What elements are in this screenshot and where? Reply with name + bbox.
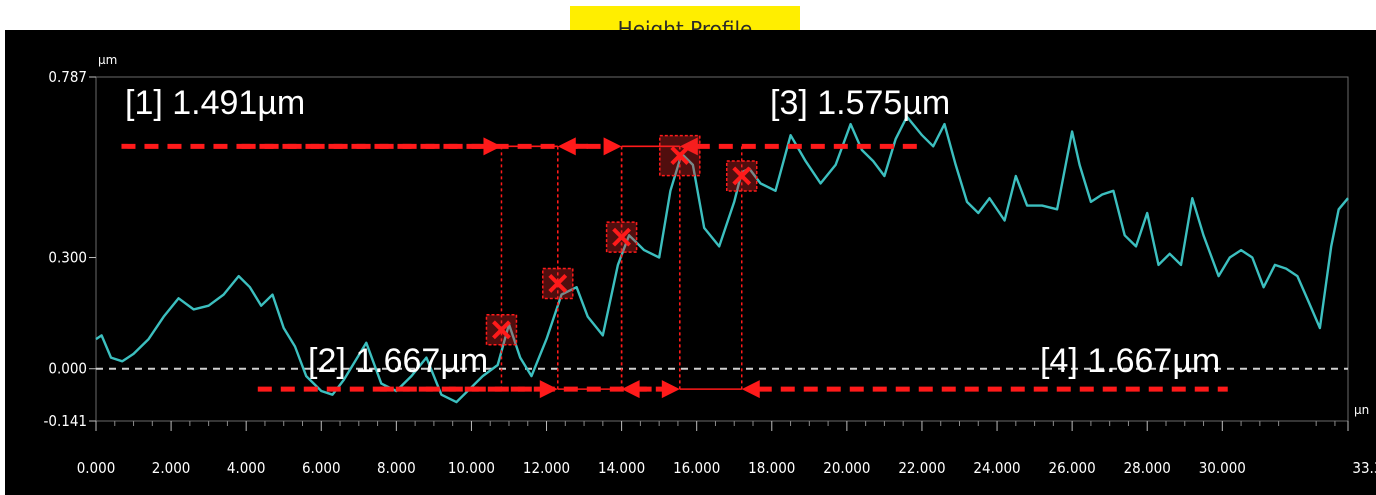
x-tick-label: 16.000 bbox=[673, 459, 720, 477]
x-tick-label: 18.000 bbox=[748, 459, 795, 477]
measurement-label: [3] 1.575µm bbox=[770, 84, 950, 122]
x-tick-label: 24.000 bbox=[973, 459, 1020, 477]
measurement-marker-cross bbox=[612, 227, 632, 247]
x-tick-label: 22.000 bbox=[898, 459, 945, 477]
dimension-arrow-left bbox=[483, 137, 502, 156]
dimension-arrow-left bbox=[661, 380, 680, 399]
x-tick-label: 14.000 bbox=[598, 459, 645, 477]
x-tick-label: 4.000 bbox=[227, 459, 266, 477]
y-tick-label: -0.141 bbox=[44, 412, 88, 430]
measurement-marker-cross bbox=[548, 274, 568, 293]
measurement-marker-cross bbox=[492, 320, 511, 340]
x-tick-label: 10.000 bbox=[448, 459, 495, 477]
x-tick-label: 12.000 bbox=[523, 459, 570, 477]
y-tick-label: 0.787 bbox=[48, 68, 87, 86]
profile-markers bbox=[485, 134, 758, 346]
measurement-labels: [1] 1.491µm [2] 1.667µm [3] 1.575µm [4] 1.6… bbox=[125, 84, 1220, 380]
dimension-arrow-right bbox=[679, 137, 698, 156]
dimension-arrow-left bbox=[603, 137, 622, 156]
dimension-arrow-right bbox=[741, 380, 760, 399]
x-tick-label: 30.000 bbox=[1199, 459, 1246, 477]
y-unit-label: µm bbox=[98, 53, 117, 67]
x-tick-label: 33.348 bbox=[1352, 459, 1376, 477]
x-tick-label: 6.000 bbox=[302, 459, 341, 477]
x-tick-label: 0.000 bbox=[77, 459, 116, 477]
plot-background bbox=[5, 30, 1376, 495]
x-tick-label: 26.000 bbox=[1049, 459, 1096, 477]
plot-frame bbox=[95, 76, 1349, 422]
measurement-annotations bbox=[121, 137, 1228, 399]
measurement-marker-cross bbox=[732, 166, 752, 186]
x-tick-label: 2.000 bbox=[152, 459, 191, 477]
x-tick-label: 8.000 bbox=[377, 459, 416, 477]
y-tick-label: 0.000 bbox=[48, 360, 87, 378]
x-tick-label: 20.000 bbox=[823, 459, 870, 477]
dimension-arrow-right bbox=[621, 380, 640, 399]
x-unit-label: µn bbox=[1354, 403, 1369, 417]
measurement-label: [1] 1.491µm bbox=[125, 84, 305, 122]
measurement-marker-cross bbox=[670, 146, 690, 166]
x-tick-label: 28.000 bbox=[1124, 459, 1171, 477]
y-tick-label: 0.300 bbox=[48, 249, 87, 267]
axes: -0.141 0.000 0.300 0.787 µm 0.000 2.000 4.000 6.… bbox=[44, 53, 1376, 477]
measurement-label: [4] 1.667µm bbox=[1040, 342, 1220, 380]
measurement-label: [2] 1.667µm bbox=[308, 342, 488, 380]
